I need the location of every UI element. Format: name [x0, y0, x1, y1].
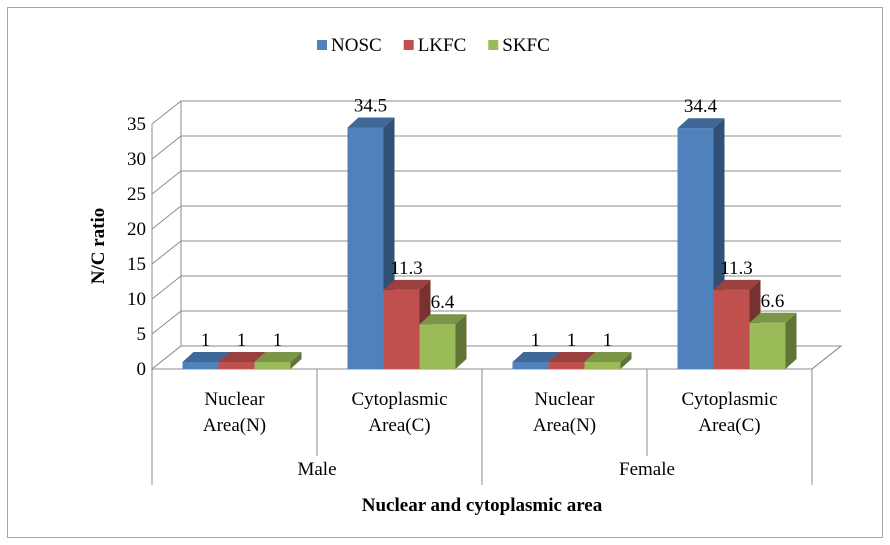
bar-front [383, 289, 420, 369]
bar-top [713, 279, 761, 290]
axes: 0 5 10 15 20 25 30 35 Nuclear Area(N) Cytoplasmic A… [127, 114, 813, 485]
category-label: Cytoplasmic [681, 389, 777, 410]
y-tick-label: 15 [127, 254, 146, 275]
bar-front [677, 128, 714, 369]
value-label: 1 [603, 330, 613, 351]
category-label: Area(N) [533, 415, 596, 436]
group-label: Male [297, 459, 336, 480]
chart-frame [7, 7, 883, 538]
bar-top [548, 352, 596, 362]
value-label: 34.4 [684, 96, 718, 117]
gridline [151, 310, 841, 335]
gridline [151, 275, 841, 300]
bar-skfc [254, 352, 302, 369]
y-tick-label: 10 [127, 289, 146, 310]
bar-skfc [749, 312, 797, 369]
bar-front [548, 362, 585, 369]
bar-front [749, 322, 786, 369]
legend-label: SKFC [502, 35, 550, 56]
bar-side [620, 352, 632, 369]
bar-top [218, 352, 266, 362]
legend-swatch [488, 40, 499, 50]
value-label: 34.5 [354, 96, 387, 117]
bar-top [677, 118, 725, 129]
bar-front [512, 362, 549, 369]
y-tick-label: 35 [127, 114, 146, 135]
category-label: Area(N) [203, 415, 266, 436]
y-axis-title: N/C ratio [88, 208, 109, 285]
bar-side [290, 352, 302, 369]
bar-top [584, 352, 632, 362]
gridline [151, 170, 841, 195]
gridlines [150, 100, 843, 370]
bar-top [512, 352, 560, 362]
legend-item-lkfc: LKFC [403, 35, 467, 56]
category-label: Nuclear [204, 389, 265, 410]
bar-side [785, 312, 797, 369]
bars [182, 117, 797, 369]
legend-item-skfc: SKFC [488, 35, 550, 56]
legend-label: NOSC [331, 35, 382, 56]
value-label: 1 [201, 330, 211, 351]
bar-top [419, 314, 467, 325]
value-label: 1 [531, 330, 541, 351]
bar-side [455, 314, 467, 369]
bar-top [383, 279, 431, 290]
floor-right-edge [811, 345, 842, 370]
y-tick-label: 25 [127, 184, 146, 205]
gridline [151, 205, 841, 230]
bar-top [347, 117, 395, 128]
category-label: Area(C) [368, 415, 430, 436]
category-label: Nuclear [534, 389, 595, 410]
data-labels: 1 1 1 34.5 11.3 6.4 1 1 1 34.4 11.3 6.6 [201, 96, 785, 352]
bar-top [749, 312, 797, 323]
gridline [151, 135, 841, 160]
bar-front [254, 362, 291, 369]
legend-label: LKFC [418, 35, 467, 56]
bar-front [584, 362, 621, 369]
value-label: 6.4 [431, 292, 455, 313]
legend: NOSC LKFC SKFC [317, 35, 550, 56]
gridline [151, 240, 841, 265]
category-label: Area(C) [698, 415, 760, 436]
legend-item-nosc: NOSC [317, 35, 382, 56]
bar-skfc [584, 352, 632, 369]
bar-front [419, 324, 456, 369]
y-tick-label: 30 [127, 149, 146, 170]
group-label: Female [619, 459, 675, 480]
value-label: 1 [273, 330, 283, 351]
bar-front [182, 362, 219, 369]
x-axis-title: Nuclear and cytoplasmic area [362, 495, 603, 516]
y-tick-label: 0 [137, 359, 147, 380]
bar-skfc [419, 314, 467, 369]
y-tick-label: 5 [137, 324, 147, 345]
category-label: Cytoplasmic [351, 389, 447, 410]
bar-front [713, 289, 750, 369]
value-label: 11.3 [390, 258, 423, 279]
bar-front [347, 127, 384, 369]
value-label: 1 [567, 330, 577, 351]
legend-swatch [403, 40, 414, 50]
value-label: 11.3 [720, 258, 753, 279]
bar-top [182, 352, 230, 362]
y-tick-label: 20 [127, 219, 146, 240]
value-label: 6.6 [761, 291, 785, 312]
bar-front [218, 362, 255, 369]
gridline [151, 100, 841, 125]
value-label: 1 [237, 330, 247, 351]
legend-swatch [317, 40, 327, 50]
bar-top [254, 352, 302, 362]
